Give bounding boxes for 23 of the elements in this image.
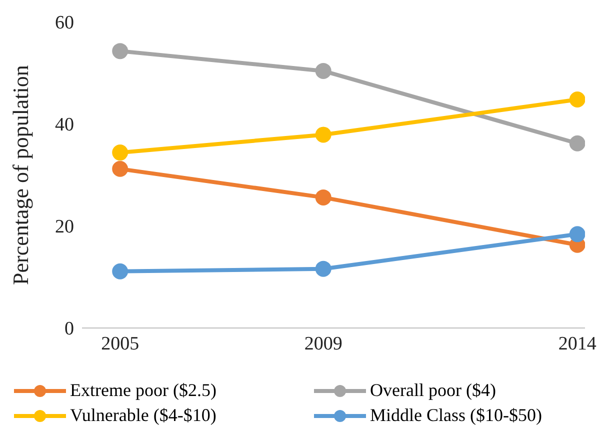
point <box>315 260 332 277</box>
y-tick-label: 40 <box>55 114 74 136</box>
y-tick-label: 20 <box>55 216 74 238</box>
legend-label: Overall poor ($4) <box>370 380 496 401</box>
point <box>112 144 128 161</box>
point <box>112 263 128 280</box>
y-tick-label: 60 <box>55 12 74 34</box>
point <box>315 62 332 79</box>
x-tick-label: 2014 <box>558 333 597 354</box>
y-axis-title: Percentage of population <box>8 65 33 285</box>
point <box>315 126 332 143</box>
legend-label: Vulnerable ($4-$10) <box>70 405 216 426</box>
point <box>112 160 128 177</box>
x-tick-label: 2009 <box>304 333 342 354</box>
legend-label: Extreme poor ($2.5) <box>70 380 216 401</box>
point <box>569 135 585 152</box>
point <box>569 226 585 242</box>
point <box>112 43 128 60</box>
x-tick-label: 2005 <box>101 333 140 354</box>
y-tick-label: 0 <box>64 318 74 340</box>
point <box>315 189 332 206</box>
legend-label: Middle Class ($10-$50) <box>370 405 542 426</box>
point <box>569 92 585 108</box>
